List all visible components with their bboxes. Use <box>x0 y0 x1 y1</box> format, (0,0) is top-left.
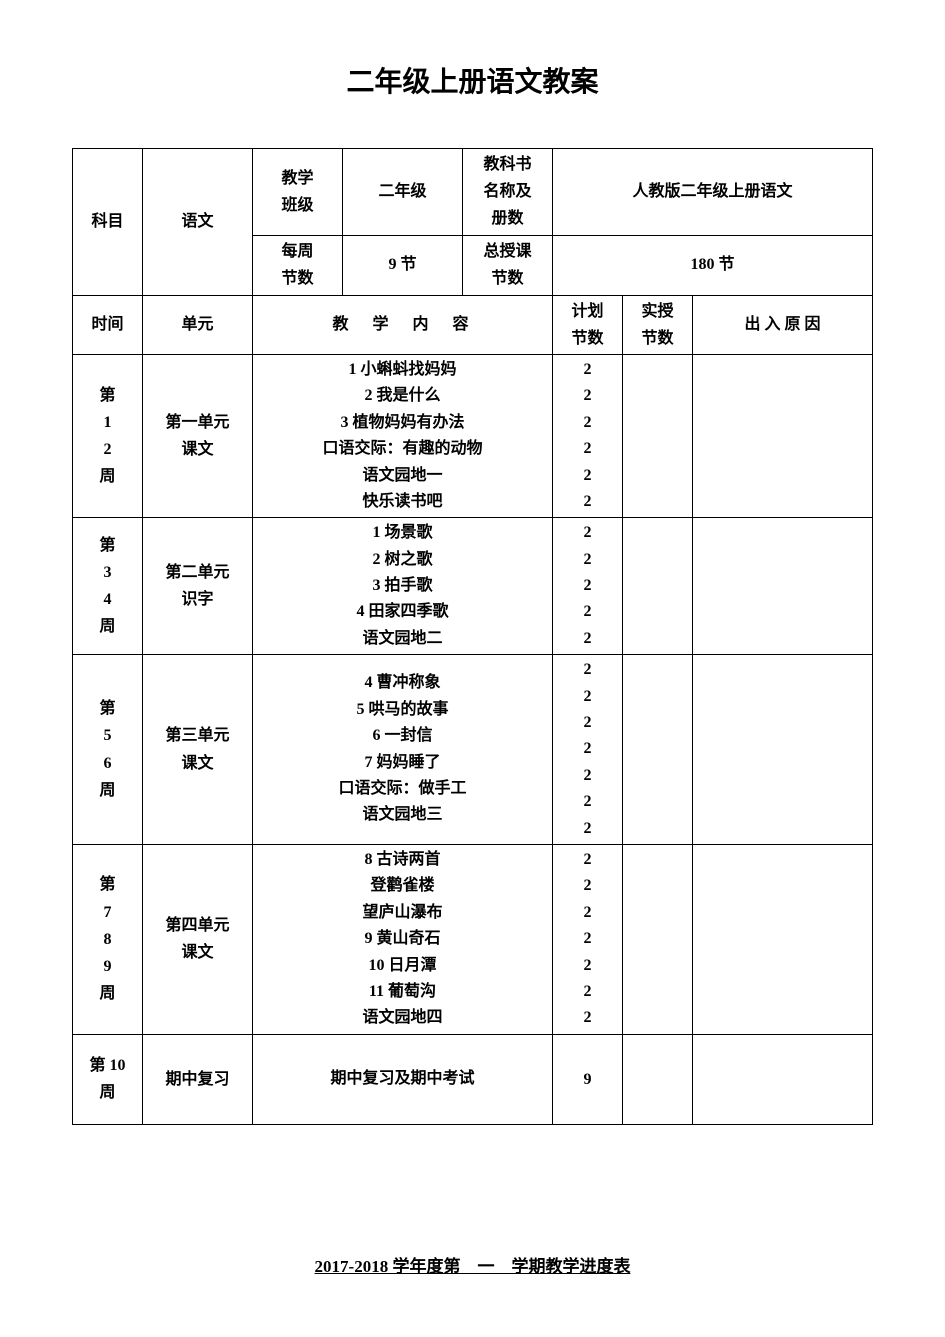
class-value: 二年级 <box>342 149 462 236</box>
actual-cell <box>622 1034 692 1124</box>
unit-cell: 第三单元课文 <box>142 655 252 845</box>
reason-cell <box>692 1034 872 1124</box>
header-row-1: 科目 语文 教学班级 二年级 教科书名称及册数 人教版二年级上册语文 <box>72 149 872 236</box>
subject-label: 科目 <box>72 149 142 296</box>
col-actual: 实授节数 <box>622 295 692 354</box>
weekly-value: 9 节 <box>342 235 462 295</box>
col-unit: 单元 <box>142 295 252 354</box>
book-label: 教科书名称及册数 <box>462 149 552 236</box>
unit-cell: 期中复习 <box>142 1034 252 1124</box>
table-row: 第34周第二单元识字1 场景歌2 树之歌3 拍手歌4 田家四季歌语文园地二222… <box>72 518 872 655</box>
time-cell: 第 10周 <box>72 1034 142 1124</box>
book-value: 人教版二年级上册语文 <box>552 149 872 236</box>
unit-cell: 第四单元课文 <box>142 844 252 1034</box>
table-row: 第56周第三单元课文4 曹冲称象5 哄马的故事6 一封信7 妈妈睡了口语交际：做… <box>72 655 872 845</box>
reason-cell <box>692 518 872 655</box>
planned-cell: 2222222 <box>552 844 622 1034</box>
reason-cell <box>692 354 872 517</box>
content-cell: 4 曹冲称象5 哄马的故事6 一封信7 妈妈睡了口语交际：做手工语文园地三 <box>252 655 552 845</box>
planned-cell: 22222 <box>552 518 622 655</box>
subject-value: 语文 <box>142 149 252 296</box>
content-cell: 1 小蝌蚪找妈妈2 我是什么3 植物妈妈有办法口语交际：有趣的动物语文园地一快乐… <box>252 354 552 517</box>
planned-cell: 9 <box>552 1034 622 1124</box>
col-time: 时间 <box>72 295 142 354</box>
actual-cell <box>622 354 692 517</box>
table-row: 第789周第四单元课文8 古诗两首登鹳雀楼望庐山瀑布9 黄山奇石10 日月潭11… <box>72 844 872 1034</box>
unit-cell: 第二单元识字 <box>142 518 252 655</box>
footer-prefix: 2017-2018 学年度第 <box>315 1257 461 1276</box>
reason-cell <box>692 844 872 1034</box>
weekly-label: 每周节数 <box>252 235 342 295</box>
time-cell: 第789周 <box>72 844 142 1034</box>
time-cell: 第12周 <box>72 354 142 517</box>
content-cell: 期中复习及期中考试 <box>252 1034 552 1124</box>
time-cell: 第34周 <box>72 518 142 655</box>
col-reason: 出 入 原 因 <box>692 295 872 354</box>
footer-blank: 一 <box>460 1257 511 1276</box>
actual-cell <box>622 655 692 845</box>
total-value: 180 节 <box>552 235 872 295</box>
table-row: 第12周第一单元课文1 小蝌蚪找妈妈2 我是什么3 植物妈妈有办法口语交际：有趣… <box>72 354 872 517</box>
footer-caption: 2017-2018 学年度第 一 学期教学进度表 <box>0 1252 945 1277</box>
col-content: 教 学 内 容 <box>252 295 552 354</box>
time-cell: 第56周 <box>72 655 142 845</box>
actual-cell <box>622 518 692 655</box>
unit-cell: 第一单元课文 <box>142 354 252 517</box>
planned-cell: 2222222 <box>552 655 622 845</box>
schedule-table: 科目 语文 教学班级 二年级 教科书名称及册数 人教版二年级上册语文 每周节数 … <box>72 148 873 1125</box>
column-header-row: 时间 单元 教 学 内 容 计划节数 实授节数 出 入 原 因 <box>72 295 872 354</box>
content-cell: 1 场景歌2 树之歌3 拍手歌4 田家四季歌语文园地二 <box>252 518 552 655</box>
total-label: 总授课节数 <box>462 235 552 295</box>
class-label: 教学班级 <box>252 149 342 236</box>
page-title: 二年级上册语文教案 <box>0 0 945 148</box>
content-cell: 8 古诗两首登鹳雀楼望庐山瀑布9 黄山奇石10 日月潭11 葡萄沟语文园地四 <box>252 844 552 1034</box>
col-planned: 计划节数 <box>552 295 622 354</box>
table-row: 第 10周期中复习期中复习及期中考试9 <box>72 1034 872 1124</box>
planned-cell: 222222 <box>552 354 622 517</box>
footer-suffix: 学期教学进度表 <box>511 1257 630 1276</box>
actual-cell <box>622 844 692 1034</box>
reason-cell <box>692 655 872 845</box>
